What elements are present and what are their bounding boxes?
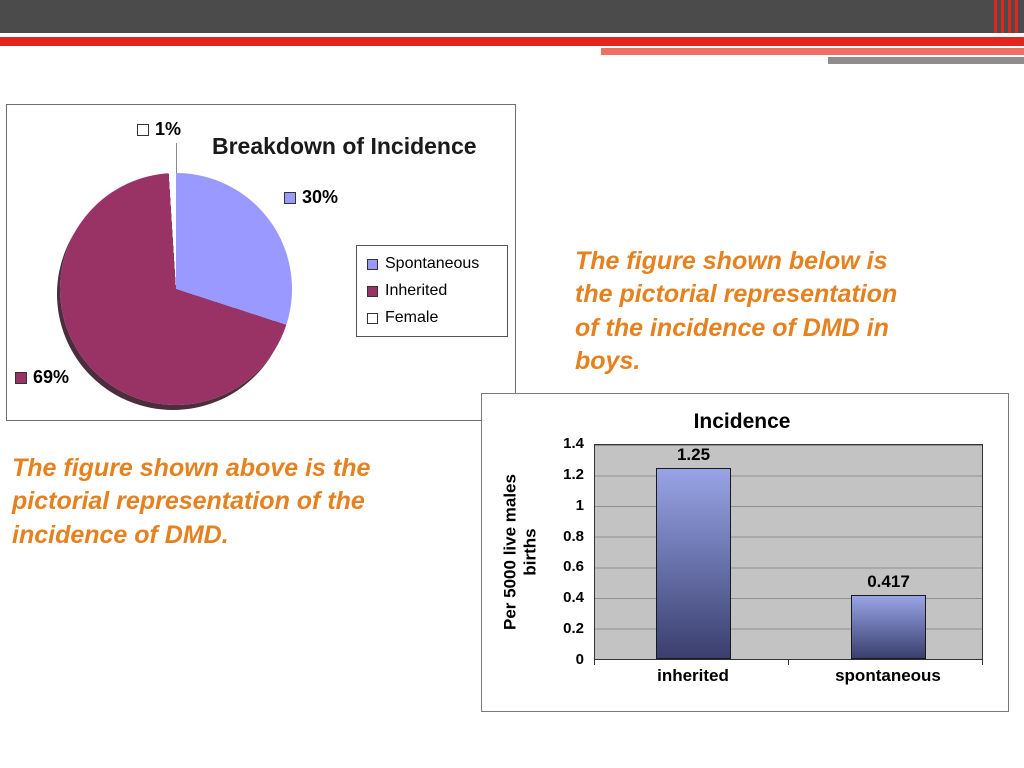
pie-slice-percent-inherited: 69% xyxy=(33,367,70,387)
female-swatch-icon xyxy=(137,123,149,136)
y-tick-label: 0.6 xyxy=(563,558,584,576)
y-tick-label: 0.8 xyxy=(563,527,584,545)
bar-chart-panel: Incidence Per 5000 live males births 0 0… xyxy=(481,393,1009,712)
pie-slice-percent-female: 1% xyxy=(155,119,182,139)
y-axis-label-text: Per 5000 live males births xyxy=(500,474,539,630)
bar-value-label-spontaneous: 0.417 xyxy=(867,572,910,592)
legend-item-female: Female xyxy=(367,309,497,327)
spontaneous-legend-swatch-icon xyxy=(367,258,378,270)
inherited-swatch-icon xyxy=(15,371,27,384)
pie-slice-percent-spontaneous: 30% xyxy=(302,187,339,207)
plot-area: 1.25 0.417 xyxy=(594,444,983,660)
gray-stripe xyxy=(828,57,1024,64)
bar-spontaneous: 0.417 xyxy=(851,572,926,659)
y-tick-label: 0.4 xyxy=(563,589,584,607)
y-tick-label: 1.2 xyxy=(563,465,584,483)
y-axis-label: Per 5000 live males births xyxy=(496,444,544,660)
legend-label: Inherited xyxy=(385,282,448,299)
female-legend-swatch-icon xyxy=(367,312,378,324)
y-tick-label: 1 xyxy=(575,496,584,514)
y-axis-ticks: 0 0.2 0.4 0.6 0.8 1 1.2 1.4 xyxy=(540,435,588,668)
pie-slice-label-spontaneous: 30% xyxy=(284,187,338,208)
spontaneous-swatch-icon xyxy=(284,191,296,204)
red-stripe xyxy=(0,37,1024,46)
pie xyxy=(60,173,292,405)
y-tick-label: 0.2 xyxy=(563,620,584,638)
pie-chart-panel: Breakdown of Incidence 1% 30% 69% Sponta… xyxy=(6,104,516,421)
bar-chart-title: Incidence xyxy=(693,410,791,433)
leader-line xyxy=(176,143,177,173)
legend-label: Spontaneous xyxy=(385,255,480,272)
salmon-stripe xyxy=(601,48,1024,55)
caption-below-figure: The figure shown below is the pictorial … xyxy=(575,247,898,375)
pie-legend: Spontaneous Inherited Female xyxy=(356,245,508,337)
corner-stripes-decoration xyxy=(994,0,1022,33)
category-label-spontaneous: spontaneous xyxy=(835,666,941,685)
pie-chart-title: Breakdown of Incidence xyxy=(212,133,477,159)
y-tick-label: 1.4 xyxy=(563,435,584,452)
category-label-inherited: inherited xyxy=(657,666,729,685)
x-axis-tick xyxy=(594,660,595,665)
caption-above-figure: The figure shown above is the pictorial … xyxy=(12,454,371,549)
inherited-legend-swatch-icon xyxy=(367,285,378,297)
bar-value-label-inherited: 1.25 xyxy=(676,444,711,464)
pie-slice-label-inherited: 69% xyxy=(15,367,69,388)
bar-inherited: 1.25 xyxy=(656,445,731,659)
legend-item-spontaneous: Spontaneous xyxy=(367,255,497,273)
x-axis-tick xyxy=(788,660,789,665)
y-tick-label: 0 xyxy=(575,651,584,668)
pie-slice-label-female: 1% xyxy=(137,119,181,140)
x-axis-tick xyxy=(982,660,983,665)
legend-item-inherited: Inherited xyxy=(367,282,497,300)
header-bar xyxy=(0,0,1024,33)
legend-label: Female xyxy=(385,309,439,326)
